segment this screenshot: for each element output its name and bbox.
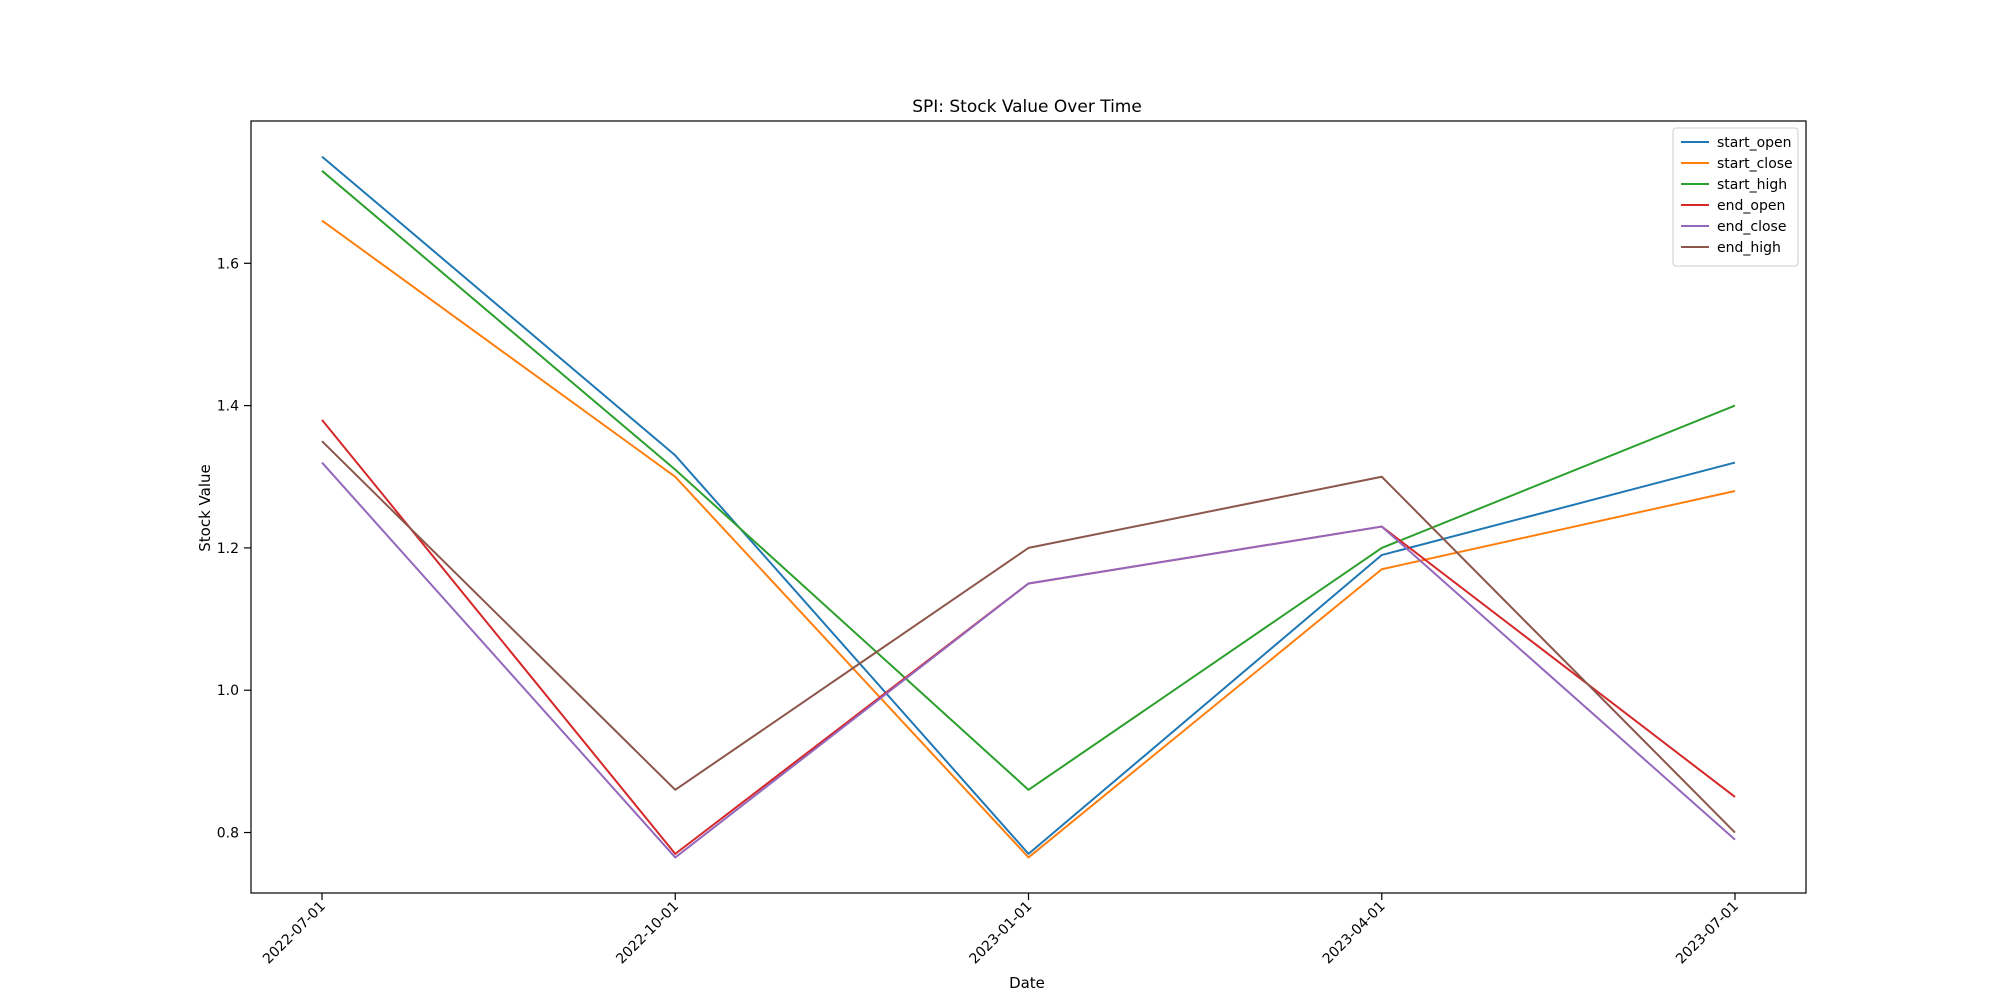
- y-tick-label: 1.4: [217, 399, 239, 415]
- series-line-start-close: [321, 219, 1736, 859]
- y-tick-label: 1.6: [217, 256, 239, 272]
- series-line-end-close: [321, 461, 1736, 859]
- x-axis-label: Date: [1009, 974, 1045, 992]
- legend-label-start-high: start_high: [1717, 177, 1787, 193]
- series-line-start-open: [321, 155, 1736, 855]
- series-line-end-high: [321, 440, 1736, 834]
- legend-label-end-open: end_open: [1717, 198, 1785, 214]
- legend-label-start-open: start_open: [1717, 135, 1792, 151]
- chart-title: SPI: Stock Value Over Time: [912, 97, 1142, 117]
- y-tick-label: 1.2: [217, 541, 239, 557]
- legend-label-end-close: end_close: [1717, 219, 1786, 235]
- legend-label-start-close: start_close: [1717, 156, 1793, 172]
- y-tick-label: 1.0: [217, 683, 239, 699]
- series-line-start-high: [321, 170, 1736, 791]
- y-axis-label: Stock Value: [196, 464, 214, 551]
- legend-label-end-high: end_high: [1717, 240, 1781, 256]
- legend: start_open start_close start_high end_opene…: [1672, 127, 1799, 267]
- y-tick-label: 0.8: [217, 826, 239, 842]
